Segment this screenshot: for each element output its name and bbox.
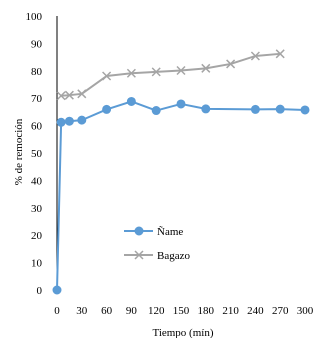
- data-point: [151, 106, 161, 116]
- data-point: [250, 104, 260, 114]
- data-point: [176, 65, 186, 76]
- x-tick-labels: 0 30 60 90 120 150 180 210 240 270 300: [54, 305, 314, 317]
- legend-item: Bagazo: [124, 250, 190, 262]
- data-point: [275, 104, 285, 114]
- data-point: [77, 89, 87, 99]
- y-tick-label: 50: [31, 148, 43, 160]
- y-tick-label: 60: [31, 121, 43, 133]
- series-bagazo: [56, 49, 285, 101]
- x-tick-label: 270: [272, 305, 289, 317]
- y-tick-label: 70: [31, 93, 43, 105]
- x-tick-label: 30: [76, 305, 88, 317]
- data-point: [102, 104, 112, 114]
- data-point: [250, 51, 260, 61]
- data-point: [134, 250, 144, 260]
- legend-label: Bagazo: [157, 250, 190, 262]
- series-layer: [52, 49, 310, 295]
- data-point: [300, 105, 310, 115]
- data-point: [126, 68, 136, 78]
- x-tick-label: 0: [54, 305, 60, 317]
- data-point: [64, 90, 74, 100]
- x-tick-label: 210: [222, 305, 239, 317]
- x-tick-label: 150: [173, 305, 190, 317]
- y-tick-label: 20: [31, 230, 43, 242]
- y-tick-label: 30: [31, 203, 43, 215]
- y-tick-label: 100: [26, 11, 43, 23]
- legend: Ñame Bagazo: [124, 226, 190, 262]
- data-point: [52, 285, 62, 295]
- x-tick-label: 90: [126, 305, 138, 317]
- y-axis-title: % de remoción: [13, 118, 25, 185]
- x-tick-label: 120: [148, 305, 165, 317]
- data-point: [201, 104, 211, 114]
- legend-item: Ñame: [124, 226, 183, 238]
- y-axis-title-group: % de remoción: [13, 118, 25, 185]
- data-point: [275, 49, 285, 59]
- data-point: [126, 96, 136, 106]
- legend-label: Ñame: [157, 226, 183, 238]
- data-point: [56, 91, 66, 101]
- data-point: [226, 59, 236, 69]
- x-axis-title: Tiempo (mín): [152, 327, 213, 338]
- y-tick-label: 40: [31, 175, 43, 187]
- y-tick-label: 80: [31, 66, 43, 78]
- y-tick-labels: 0 10 20 30 40 50 60 70 80 90 100: [26, 11, 43, 297]
- data-point: [77, 115, 87, 125]
- x-tick-label: 240: [247, 305, 264, 317]
- data-point: [151, 67, 161, 77]
- data-point: [64, 116, 74, 126]
- x-tick-label: 180: [198, 305, 215, 317]
- data-point: [176, 99, 186, 109]
- data-point: [134, 226, 144, 236]
- x-tick-label: 300: [297, 305, 314, 317]
- data-point: [201, 63, 211, 73]
- series-line: [61, 52, 281, 97]
- series--ame: [52, 96, 310, 295]
- y-tick-label: 10: [31, 258, 43, 270]
- data-point: [56, 117, 66, 127]
- y-tick-label: 90: [31, 38, 43, 50]
- y-tick-label: 0: [37, 285, 43, 297]
- x-tick-label: 60: [101, 305, 113, 317]
- data-point: [102, 71, 112, 81]
